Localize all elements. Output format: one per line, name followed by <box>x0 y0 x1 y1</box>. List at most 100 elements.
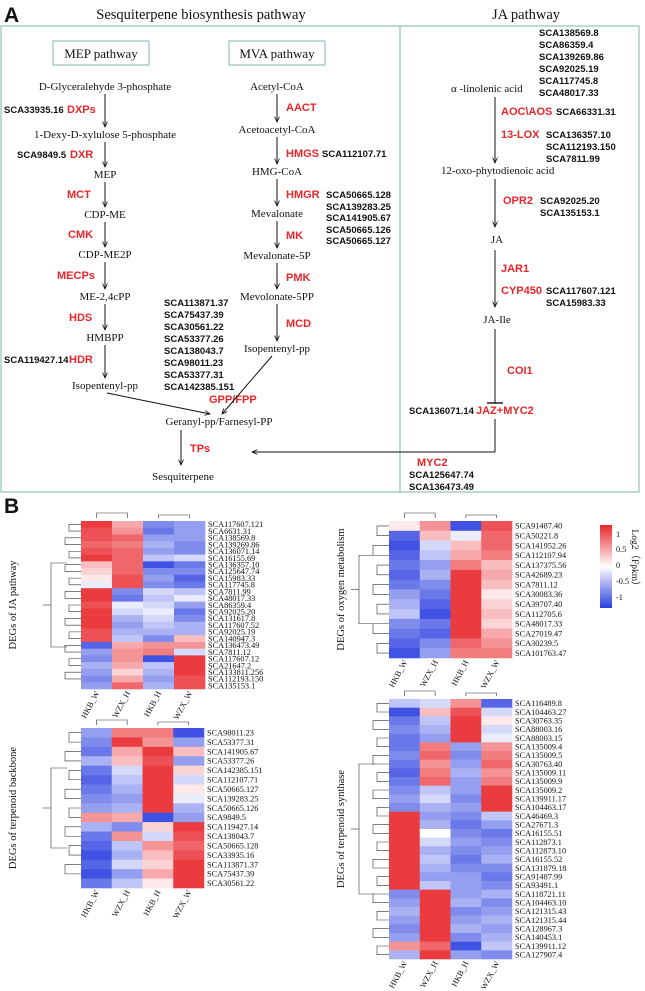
heatmap-cell <box>481 811 513 821</box>
dxps-gene: SCA33935.16 <box>4 105 64 116</box>
heatmap-cell <box>450 803 482 812</box>
hmgr-gene-3: SCA50665.126 <box>326 225 391 236</box>
heatmap-cell <box>450 725 482 734</box>
heatmap-cell <box>112 547 144 555</box>
heatmap-cell <box>142 822 174 832</box>
dendrogram-branch <box>376 945 389 955</box>
heatmap-cell <box>142 831 174 842</box>
heatmap-cell <box>111 803 143 813</box>
heatmap-cell <box>419 777 451 786</box>
heatmap-cell <box>173 831 205 842</box>
heatmap-cell <box>450 924 482 934</box>
heatmap-cell <box>481 725 513 734</box>
enzyme-dxr: DXR <box>70 149 93 161</box>
row-label: SCA39707.40 <box>515 600 562 609</box>
heatmap-cell <box>81 621 113 629</box>
heatmap-cell <box>81 728 113 738</box>
panel-a-frame <box>0 25 640 493</box>
heatmap-cell <box>389 829 421 838</box>
panel-b-label: B <box>4 495 19 518</box>
heatmap-cell <box>419 811 451 821</box>
heatmap-cell <box>174 615 206 623</box>
row-label: SCA86359.4 <box>208 601 252 610</box>
row-label: SCA104463.10 <box>515 898 566 907</box>
heatmap-cell <box>419 863 451 873</box>
column-label: HKB_W <box>79 889 101 919</box>
heatmap-cell <box>419 648 451 659</box>
heatmap-cell <box>419 820 451 830</box>
heatmap-cell <box>143 541 175 549</box>
enzyme-mecps: MECPs <box>57 270 95 282</box>
heatmap-cell <box>143 534 175 542</box>
heatmap-cell <box>389 699 421 708</box>
heatmap-terpenoid-backbone: SCA98011.23SCA53377.31SCA141905.67SCA533… <box>8 719 263 920</box>
heatmap-cell <box>389 777 421 786</box>
heatmap-cell <box>450 521 482 532</box>
heatmap-cell <box>112 675 144 683</box>
heatmap-cell <box>111 775 143 785</box>
dendrogram-branch <box>376 841 389 851</box>
row-label: SCA128967.3 <box>515 924 562 933</box>
heatmap-cell <box>389 742 421 752</box>
mva-met-2: HMG-CoA <box>252 166 302 178</box>
heatmap-cell <box>450 820 482 830</box>
heatmap-cell <box>389 550 421 561</box>
heatmap-cell <box>481 863 513 873</box>
legend-title: Log2（Fpkm） <box>629 529 641 590</box>
heatmap-cell <box>143 662 175 670</box>
heatmap-cell <box>173 728 205 738</box>
heatmap-cell <box>450 898 482 908</box>
dendrogram-branch <box>376 525 389 536</box>
heatmap-cell <box>419 618 451 629</box>
ja-top-gene-0: SCA138569.8 <box>539 28 599 39</box>
aoc-gene: SCA66331.31 <box>556 107 616 118</box>
gpp-gene-1: SCA75437.39 <box>164 310 224 321</box>
arrow <box>106 392 210 414</box>
heatmap-cell <box>111 793 143 804</box>
heatmap-cell <box>142 775 174 785</box>
heatmap-cell <box>174 581 206 589</box>
enzyme-tps: TPs <box>190 443 210 455</box>
dendrogram-branch <box>68 604 81 613</box>
enzyme-jaz-myc2: JAZ+MYC2 <box>476 405 534 417</box>
mep-met-0: D-Glyceralehyde 3-phosphate <box>39 81 171 93</box>
row-label: SCA30083.36 <box>515 590 562 599</box>
cyp-gene-0: SCA117607.121 <box>546 286 616 297</box>
row-label: SCA104463.17 <box>515 803 566 812</box>
geranyl-pp: Geranyl-pp/Farnesyl-PP <box>166 416 273 428</box>
heatmap-cell <box>112 588 144 596</box>
heatmap-cell <box>112 521 144 529</box>
heatmap-cell <box>481 803 513 812</box>
row-label: SCA131617.8 <box>208 614 255 623</box>
heatmap-cell <box>419 950 451 960</box>
mva-met-4: Mevalonate-5P <box>243 250 310 262</box>
heatmap-cell <box>481 759 513 769</box>
dendrogram-branch <box>64 537 81 545</box>
row-label: SCA30239.5 <box>515 639 558 648</box>
heatmap-cell <box>81 793 113 804</box>
row-label: SCA141952.26 <box>515 541 566 550</box>
row-label: SCA88003.16 <box>515 725 562 734</box>
heatmap-cell <box>111 822 143 832</box>
heatmap-cell <box>450 785 482 795</box>
row-label: SCA91487.40 <box>515 522 562 531</box>
heatmap-cell <box>173 859 205 870</box>
heatmap-cell <box>174 534 206 542</box>
heatmap-cell <box>481 855 513 864</box>
dendrogram-branch <box>376 772 389 782</box>
heatmap-cell <box>450 759 482 769</box>
heatmap-cell <box>389 733 421 743</box>
heatmap-cell <box>174 561 206 569</box>
dendrogram-branch <box>64 751 81 762</box>
row-label: SCA138043.7 <box>207 832 254 841</box>
color-legend: 1 0.5 0 -0.5 -1 Log2（Fpkm） <box>600 525 641 608</box>
heatmap-cell <box>81 812 113 823</box>
heatmap-cell <box>481 599 513 610</box>
panel-a-label: A <box>4 4 19 27</box>
heatmap-cell <box>81 859 113 870</box>
heatmap-cell <box>450 915 482 925</box>
heatmap-cell <box>143 594 175 602</box>
heatmap-cell <box>111 831 143 842</box>
heatmap-cell <box>389 924 421 934</box>
